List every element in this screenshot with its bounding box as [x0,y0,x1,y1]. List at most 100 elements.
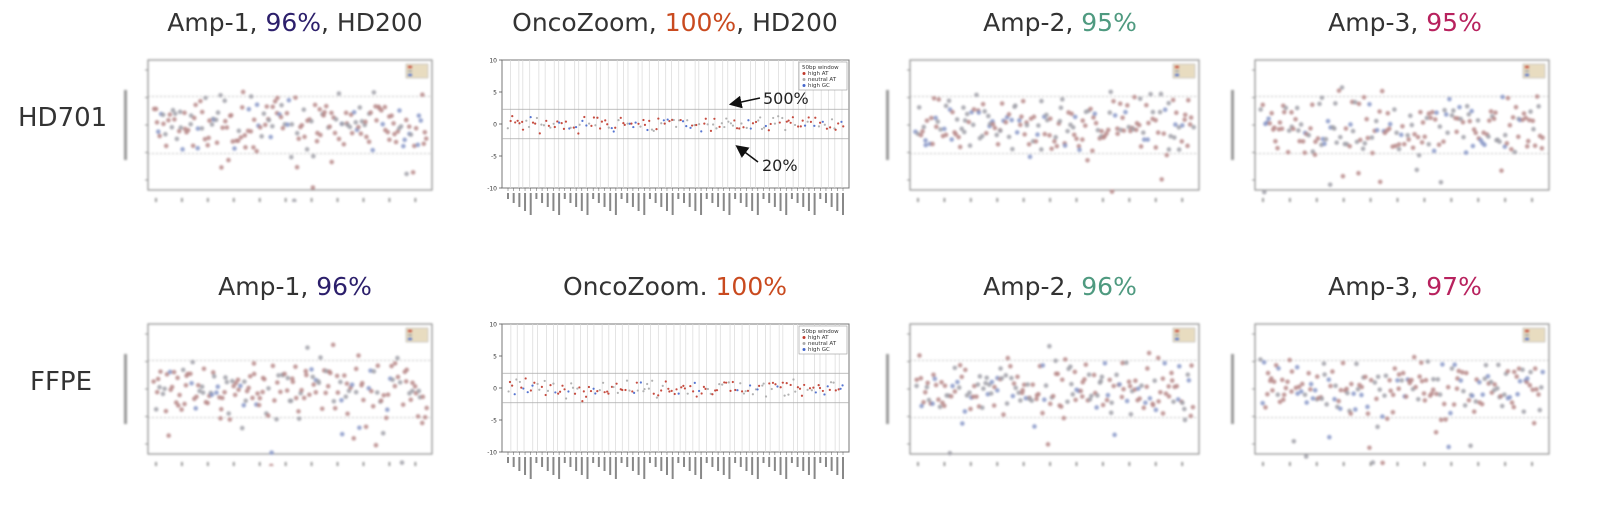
data-point [961,129,967,135]
legend-box [798,325,848,355]
data-point [1310,396,1316,401]
data-point [1057,118,1063,124]
data-point [1343,126,1349,131]
data-point [1140,130,1146,135]
x-tick-label [518,193,521,207]
data-point [1260,102,1266,108]
data-point [789,121,792,124]
data-point [784,128,787,132]
data-point [1531,126,1536,132]
data-point [175,403,181,408]
x-tick-label [830,193,833,207]
data-point [573,392,577,395]
data-point [218,92,223,98]
data-point [1296,384,1302,390]
data-point [569,126,572,129]
data-point [195,145,201,151]
data-point [1432,117,1438,122]
legend-title: 50bp window [802,329,839,335]
data-point [1365,404,1370,410]
data-point [686,392,689,395]
data-point [1289,110,1294,115]
data-point [215,384,221,390]
plot-amp2-hd701 [880,52,1205,202]
data-point [254,102,260,108]
data-point [992,384,997,390]
data-point [690,124,694,127]
data-point [1488,379,1494,385]
data-point [1321,361,1327,366]
data-point [923,138,928,143]
data-point [664,380,667,383]
data-point [914,377,920,383]
data-point [834,389,837,392]
data-point [1004,401,1010,406]
data-point [1429,391,1434,396]
data-point [774,383,777,386]
x-tick-label [597,457,600,467]
data-point [1471,409,1477,414]
data-point [777,115,780,118]
data-point [1034,396,1039,402]
data-point [1445,384,1451,390]
x-tick-label [969,462,972,466]
data-point [738,127,741,130]
data-point [419,420,425,426]
data-point [1270,388,1275,393]
data-point [756,388,759,391]
data-point [545,119,548,122]
data-point [266,386,271,391]
data-point [1295,391,1300,396]
data-point [349,130,355,136]
title-percent: 100% [715,272,787,301]
data-point [1302,150,1308,156]
data-point [1271,379,1277,384]
data-point [242,379,247,384]
data-point [1261,360,1267,365]
data-point [1153,118,1158,123]
data-point [363,119,368,125]
data-point [704,117,707,120]
data-point [1386,126,1392,131]
data-point [1536,104,1541,109]
data-point [1265,391,1270,397]
data-point [971,383,977,389]
data-point [230,139,236,144]
data-point [1461,134,1466,140]
x-tick-label [180,462,183,466]
x-tick-label [614,457,617,479]
data-point [1380,414,1385,419]
data-point [410,380,415,386]
data-point [1417,374,1422,379]
data-point [1172,135,1177,140]
data-point [214,390,219,395]
data-point [408,397,414,403]
data-point [1488,109,1494,114]
data-point [1525,138,1531,144]
x-tick-label [597,193,600,203]
data-point [599,127,602,130]
data-point [660,389,663,392]
data-point [1362,141,1368,146]
data-point [336,136,342,142]
data-point [1451,402,1457,407]
title-text: Amp-3, [1328,272,1427,301]
data-point [223,375,228,380]
data-point [612,385,615,389]
data-point [1359,384,1365,390]
data-point [666,118,669,121]
data-point [1425,359,1431,364]
data-point [1415,396,1421,402]
data-point [1035,132,1040,137]
data-point [1528,109,1533,114]
data-point [626,122,629,125]
data-point [829,126,832,129]
data-point [166,117,171,123]
plot-oncozoom-hd701: 10 5 0 -5 -10 50bp window high AT neutral AT hig… [480,52,855,237]
data-point [1109,400,1114,406]
data-point [251,145,256,150]
data-point [695,395,698,398]
plot-frame [909,59,1200,191]
data-point [1338,387,1344,393]
data-point [235,138,241,144]
